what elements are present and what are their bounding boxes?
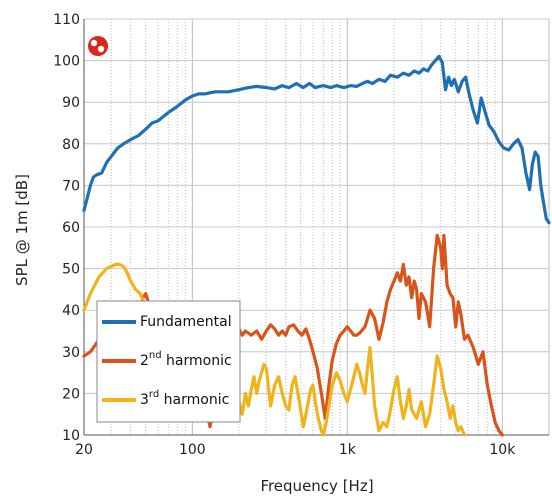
x-axis-label: Frequency [Hz] [260,477,373,495]
y-tick-label: 10 [62,428,80,444]
legend-label-3rd-harmonic: 3rd harmonic [140,389,229,408]
x-tick-label: 20 [75,442,93,458]
series-line-fundamental [82,54,551,225]
x-tick-label: 100 [179,442,206,458]
legend: Fundamental 2nd harmonic 3rd harmonic [96,300,241,423]
y-tick-label: 50 [62,262,80,278]
x-tick-label: 10k [489,442,516,458]
y-tick-label: 110 [53,12,80,28]
y-tick-label: 20 [62,386,80,402]
y-tick-label: 100 [53,54,80,70]
x-tick-label: 1k [339,442,357,458]
y-tick-label: 40 [62,303,80,319]
y-tick-label: 80 [62,137,80,153]
y-tick-label: 60 [62,220,80,236]
y-axis-label: SPL @ 1m [dB] [13,174,31,286]
y-tick-label: 30 [62,345,80,361]
legend-label-fundamental: Fundamental [140,314,232,330]
grid [84,18,550,436]
axes [83,19,550,436]
legend-label-2nd-harmonic: 2nd harmonic [140,350,232,369]
y-tick-label: 90 [62,95,80,111]
brand-logo-icon [88,36,108,56]
y-tick-label: 70 [62,178,80,194]
